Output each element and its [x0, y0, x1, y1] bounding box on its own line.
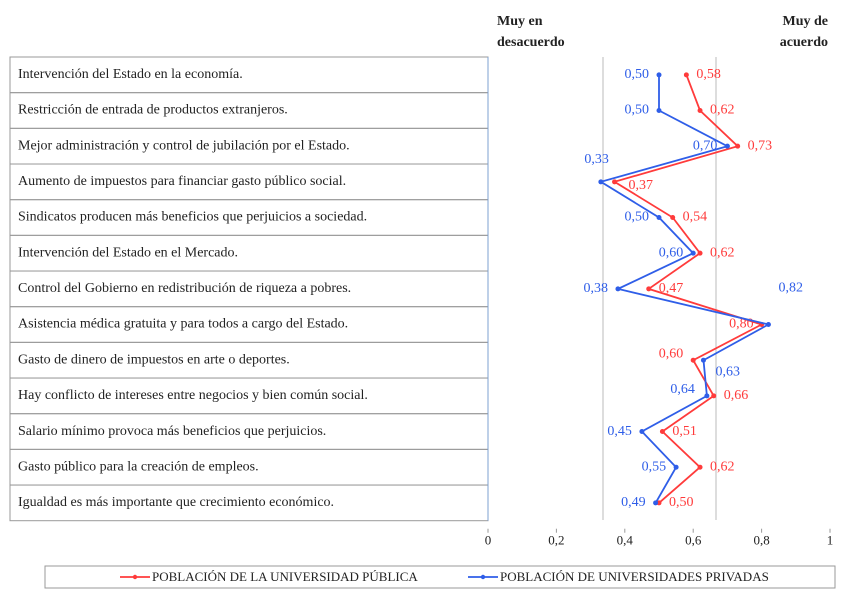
value-label: 0,64	[670, 382, 695, 397]
category-label: Restricción de entrada de productos extr…	[18, 103, 288, 118]
value-label: 0,62	[710, 459, 735, 474]
point	[690, 250, 696, 256]
category-label: Aumento de impuestos para financiar gast…	[18, 174, 346, 189]
value-label: 0,63	[715, 364, 740, 379]
x-tick-label: 0,8	[753, 533, 769, 548]
right-label-line: acuerdo	[780, 35, 828, 50]
point	[598, 179, 604, 185]
category-label: Intervención del Estado en la economía.	[18, 67, 243, 82]
value-label: 0,70	[693, 138, 718, 153]
point	[683, 72, 689, 78]
value-label: 0,50	[669, 495, 694, 510]
value-label: 0,50	[625, 210, 650, 225]
point	[697, 250, 703, 256]
point	[646, 286, 652, 292]
value-label: 0,50	[625, 103, 650, 118]
category-label: Intervención del Estado en el Mercado.	[18, 245, 238, 260]
value-label: 0,54	[683, 210, 708, 225]
value-label: 0,80	[729, 317, 754, 332]
value-label: 0,60	[659, 346, 684, 361]
value-label: 0,82	[778, 281, 803, 296]
point	[690, 357, 696, 363]
point	[670, 215, 676, 221]
value-label: 0,37	[629, 178, 654, 193]
value-label: 0,45	[607, 424, 632, 439]
value-label: 0,73	[748, 138, 773, 153]
category-label: Sindicatos producen más beneficios que p…	[18, 210, 367, 225]
point	[653, 500, 659, 506]
point	[612, 179, 618, 185]
value-label: 0,62	[710, 103, 735, 118]
x-tick-label: 0	[485, 533, 492, 548]
value-label: 0,62	[710, 245, 735, 260]
x-tick-label: 0,4	[617, 533, 634, 548]
value-label: 0,38	[583, 281, 608, 296]
value-label: 0,60	[659, 245, 684, 260]
point	[639, 429, 645, 435]
category-label: Hay conflicto de intereses entre negocio…	[18, 388, 368, 403]
point	[735, 143, 741, 149]
left-label-line: desacuerdo	[497, 35, 565, 50]
value-label: 0,33	[584, 152, 609, 167]
value-label: 0,58	[696, 67, 721, 82]
point	[704, 393, 710, 399]
legend-marker	[132, 574, 138, 580]
category-label: Salario mínimo provoca más beneficios qu…	[18, 424, 326, 439]
point	[656, 500, 662, 506]
legend-label: POBLACIÓN DE LA UNIVERSIDAD PÚBLICA	[152, 569, 418, 584]
category-label: Gasto público para la creación de empleo…	[18, 459, 259, 474]
legend-marker	[480, 574, 486, 580]
point	[673, 464, 679, 470]
point	[700, 357, 706, 363]
right-label-line: Muy de	[783, 14, 829, 29]
category-label: Control del Gobierno en redistribución d…	[18, 281, 351, 296]
point	[656, 108, 662, 114]
category-label: Igualdad es más importante que crecimien…	[18, 495, 334, 510]
value-label: 0,66	[724, 388, 749, 403]
value-label: 0,47	[659, 281, 684, 296]
point	[765, 322, 771, 328]
point	[697, 464, 703, 470]
point	[724, 143, 730, 149]
value-label: 0,55	[642, 459, 667, 474]
point	[656, 215, 662, 221]
point	[659, 429, 665, 435]
value-label: 0,50	[625, 67, 650, 82]
point	[656, 72, 662, 78]
left-label-line: Muy en	[497, 14, 543, 29]
category-label: Gasto de dinero de impuestos en arte o d…	[18, 352, 290, 367]
point	[697, 108, 703, 114]
point	[615, 286, 621, 292]
category-label: Asistencia médica gratuita y para todos …	[18, 317, 348, 332]
legend-box	[44, 565, 836, 589]
x-tick-label: 0,6	[685, 533, 702, 548]
value-label: 0,51	[672, 424, 697, 439]
category-label: Mejor administración y control de jubila…	[18, 138, 350, 153]
legend-label: POBLACIÓN DE UNIVERSIDADES PRIVADAS	[500, 569, 769, 584]
value-label: 0,49	[621, 495, 646, 510]
point	[711, 393, 717, 399]
x-tick-label: 0,2	[548, 533, 564, 548]
x-tick-label: 1	[827, 533, 834, 548]
